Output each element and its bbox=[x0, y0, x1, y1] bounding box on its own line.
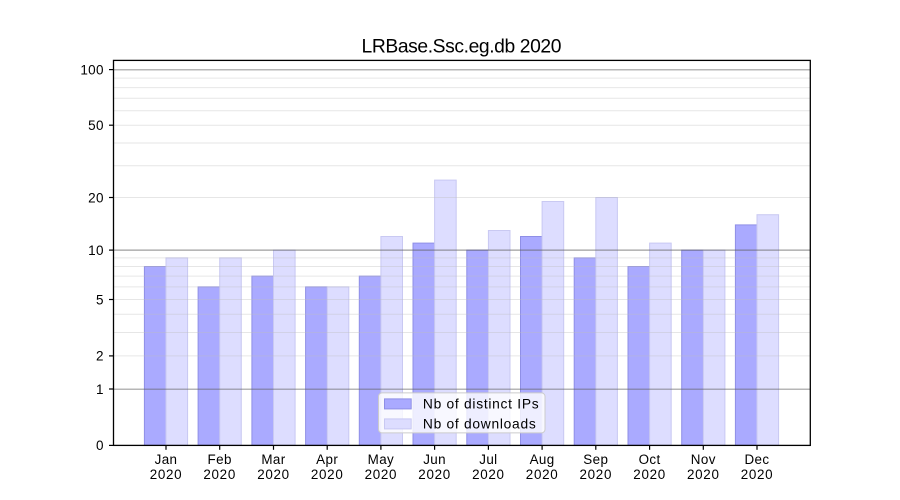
svg-text:2: 2 bbox=[96, 349, 104, 364]
svg-text:May: May bbox=[368, 452, 395, 467]
svg-text:2020: 2020 bbox=[687, 467, 720, 482]
svg-text:Nb of distinct IPs: Nb of distinct IPs bbox=[423, 396, 539, 411]
svg-text:2020: 2020 bbox=[741, 467, 774, 482]
svg-text:Apr: Apr bbox=[316, 452, 338, 467]
svg-text:5: 5 bbox=[96, 292, 104, 307]
svg-text:50: 50 bbox=[88, 118, 104, 133]
svg-text:0: 0 bbox=[96, 438, 104, 453]
svg-text:Feb: Feb bbox=[208, 452, 232, 467]
svg-text:2020: 2020 bbox=[150, 467, 183, 482]
svg-text:Oct: Oct bbox=[639, 452, 661, 467]
svg-text:Mar: Mar bbox=[261, 452, 285, 467]
svg-text:1: 1 bbox=[96, 382, 104, 397]
svg-text:Jul: Jul bbox=[479, 452, 497, 467]
svg-text:Nb of downloads: Nb of downloads bbox=[423, 416, 537, 431]
svg-text:10: 10 bbox=[88, 243, 104, 258]
svg-text:2020: 2020 bbox=[526, 467, 559, 482]
svg-text:2020: 2020 bbox=[472, 467, 505, 482]
svg-text:Sep: Sep bbox=[583, 452, 608, 467]
svg-text:2020: 2020 bbox=[418, 467, 451, 482]
svg-text:20: 20 bbox=[88, 190, 104, 205]
svg-text:2020: 2020 bbox=[365, 467, 398, 482]
svg-text:2020: 2020 bbox=[311, 467, 344, 482]
svg-text:Aug: Aug bbox=[530, 452, 555, 467]
svg-text:2020: 2020 bbox=[580, 467, 613, 482]
svg-text:LRBase.Ssc.eg.db 2020: LRBase.Ssc.eg.db 2020 bbox=[362, 37, 562, 58]
svg-text:2020: 2020 bbox=[257, 467, 290, 482]
svg-text:Jan: Jan bbox=[155, 452, 178, 467]
svg-text:Dec: Dec bbox=[744, 452, 769, 467]
svg-text:2020: 2020 bbox=[203, 467, 236, 482]
svg-text:2020: 2020 bbox=[633, 467, 666, 482]
svg-text:Nov: Nov bbox=[691, 452, 716, 467]
svg-text:100: 100 bbox=[80, 62, 103, 77]
svg-text:Jun: Jun bbox=[423, 452, 446, 467]
